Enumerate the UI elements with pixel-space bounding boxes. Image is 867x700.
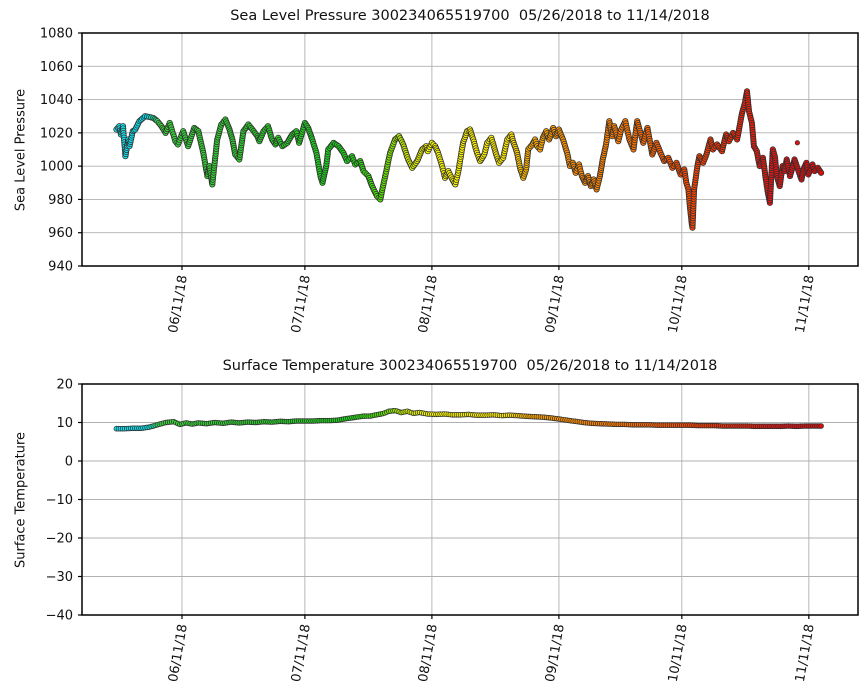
temperature-chart-title: Surface Temperature 300234065519700 05/2… [222,358,718,374]
y-tick-label: 960 [48,226,73,241]
x-tick-label: 06/11/18 [166,274,191,334]
y-tick-label: 0 [65,455,73,470]
sea-level-pressure-chart: 1080 1060 1040 1020 1000 980 960 940 06/11/18 07/… [40,27,859,334]
x-tick-label: 10/11/18 [666,623,691,683]
y-tick-label: 1060 [40,60,73,75]
x-tick-label: 06/11/18 [166,623,191,683]
y-tick-label: −40 [46,609,73,624]
y-tick-label: 1040 [40,93,73,108]
y-tick-label: −20 [46,532,73,547]
plot-frame [81,383,859,616]
y-tick-label: 20 [56,378,73,393]
data-marker [818,169,825,176]
x-tick-label: 08/11/18 [416,274,441,334]
x-tick-label: 09/11/18 [543,623,568,683]
surface-temperature-chart: 20 10 0 −10 −20 −30 −40 06/11/18 07/11/18 08/11/1… [46,378,859,683]
x-tick-label: 11/11/18 [793,274,818,334]
temperature-series-markers [113,407,824,432]
y-tick-label: 940 [48,260,73,275]
x-tick-label: 07/11/18 [289,623,314,683]
outlier-marker [794,140,800,146]
data-marker [818,423,824,429]
x-tick-label: 07/11/18 [289,274,314,334]
y-tick-label: 10 [56,416,73,431]
y-tick-label: −30 [46,570,73,585]
x-tick-label: 10/11/18 [666,274,691,334]
y-tick-label: 1020 [40,126,73,141]
y-tick-label: 980 [48,193,73,208]
pressure-chart-title: Sea Level Pressure 300234065519700 05/26… [230,8,710,24]
x-tick-label: 11/11/18 [793,623,818,683]
x-tick-label: 09/11/18 [543,274,568,334]
x-tick-label: 08/11/18 [416,623,441,683]
y-tick-label: 1000 [40,160,73,175]
y-tick-label: −10 [46,493,73,508]
plot-frame [81,32,859,267]
y-tick-label: 1080 [40,27,73,42]
pressure-series-markers [113,88,825,231]
